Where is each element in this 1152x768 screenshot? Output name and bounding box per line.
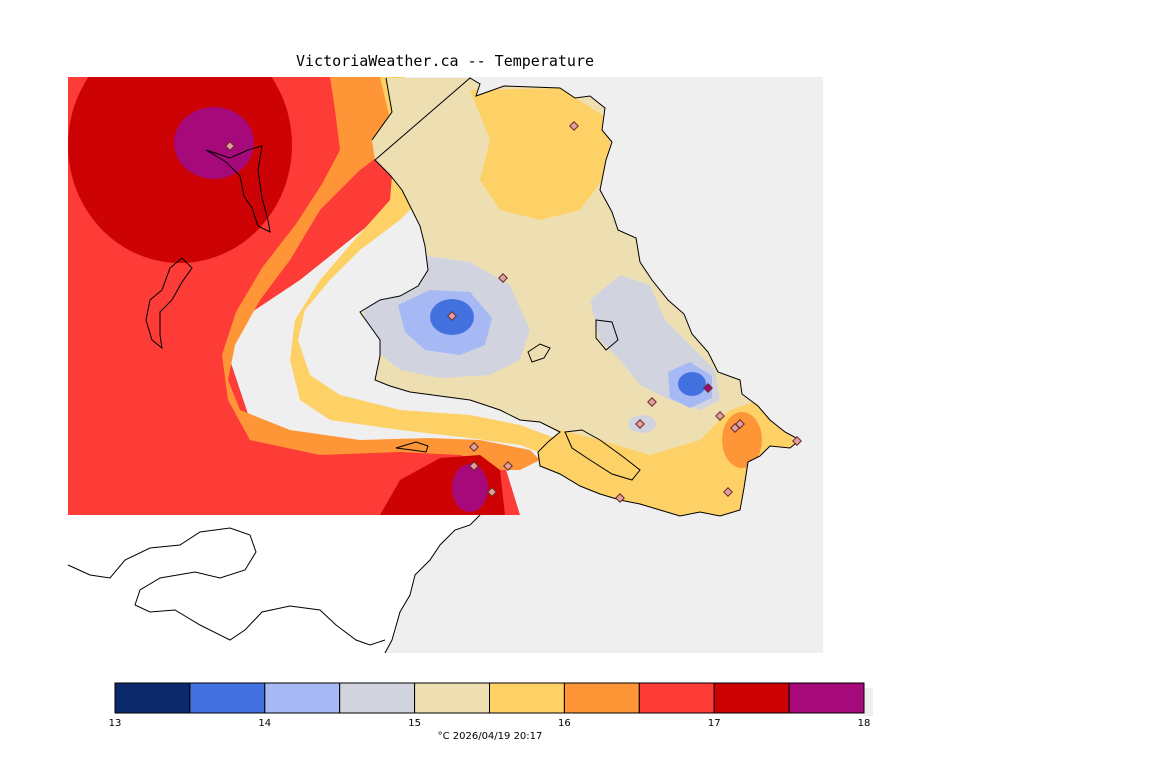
station-marker bbox=[723, 487, 733, 497]
station-marker bbox=[735, 419, 745, 429]
map-title: VictoriaWeather.ca -- Temperature bbox=[295, 52, 594, 70]
temperature-field-west bbox=[68, 77, 620, 515]
station-marker bbox=[703, 383, 713, 393]
station-markers bbox=[225, 121, 802, 503]
colorbar-bins bbox=[114, 682, 865, 714]
olympic-peninsula bbox=[68, 515, 480, 653]
colorbar-bin bbox=[264, 682, 341, 714]
colorbar-bin bbox=[788, 682, 865, 714]
station-marker bbox=[615, 493, 625, 503]
station-marker bbox=[469, 442, 479, 452]
colorbar-tick-label: 16 bbox=[558, 718, 571, 729]
colorbar-bin bbox=[563, 682, 640, 714]
colorbar-tick-label: 13 bbox=[109, 718, 122, 729]
station-marker bbox=[635, 419, 645, 429]
station-marker bbox=[715, 411, 725, 421]
colorbar-bin bbox=[339, 682, 416, 714]
station-marker bbox=[225, 141, 235, 151]
station-marker bbox=[569, 121, 579, 131]
station-marker bbox=[469, 461, 479, 471]
colorbar-bin bbox=[713, 682, 790, 714]
station-marker bbox=[647, 397, 657, 407]
colorbar-tick-label: 14 bbox=[258, 718, 271, 729]
colorbar-bin bbox=[489, 682, 565, 714]
colorbar-tick-label: 15 bbox=[408, 718, 421, 729]
colorbar-tick-label: 17 bbox=[708, 718, 721, 729]
colorbar-caption: °C 2026/04/19 20:17 bbox=[438, 731, 543, 742]
station-marker bbox=[487, 487, 497, 497]
colorbar-outline bbox=[114, 682, 865, 714]
coastlines bbox=[67, 77, 801, 654]
colorbar-bin bbox=[189, 682, 266, 714]
station-marker bbox=[498, 273, 508, 283]
station-marker bbox=[447, 311, 457, 321]
station-marker bbox=[503, 461, 513, 471]
colorbar-bin bbox=[638, 682, 715, 714]
colorbar-bin bbox=[114, 682, 191, 714]
station-marker bbox=[792, 436, 802, 446]
colorbar-bin bbox=[414, 682, 491, 714]
colorbar: 13 14 15 16 17 18 °C 2026/04/19 20:17 bbox=[109, 682, 873, 742]
colorbar-tick-label: 18 bbox=[858, 718, 871, 729]
colorbar-shadow bbox=[864, 688, 873, 716]
colorbar-ticks: 13 14 15 16 17 18 bbox=[109, 718, 871, 729]
